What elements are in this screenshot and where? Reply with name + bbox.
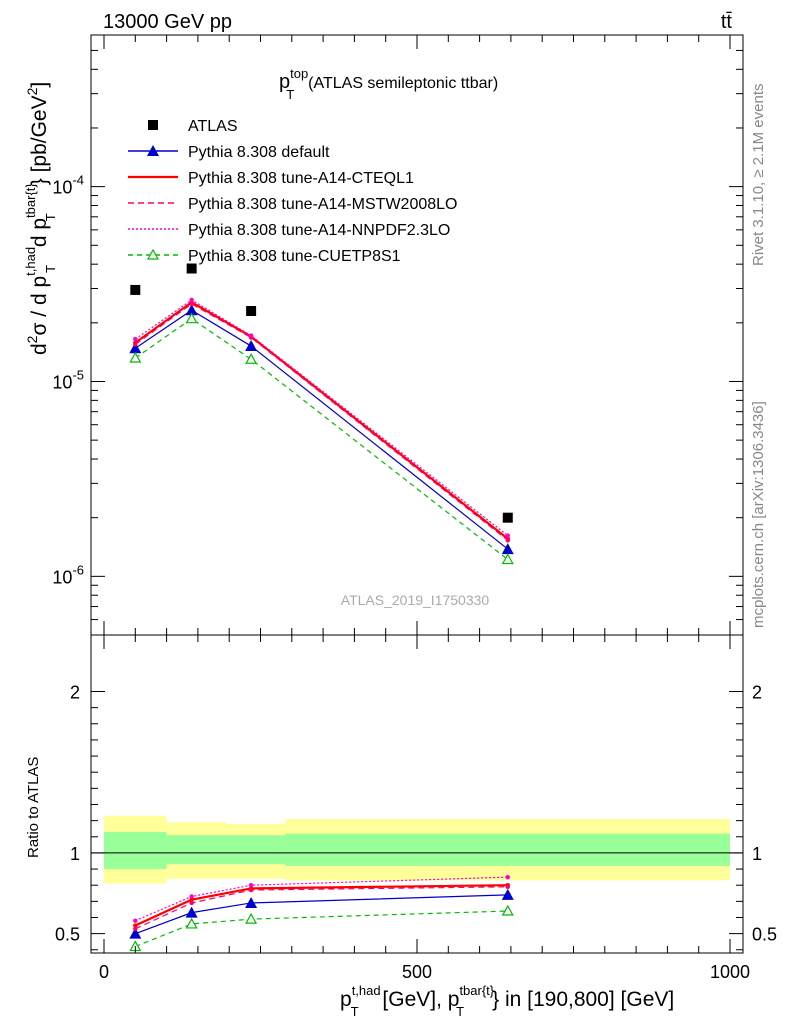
ratio-series-point bbox=[248, 887, 254, 893]
rivet-version-label: Rivet 3.1.10, ≥ 2.1M events bbox=[750, 84, 767, 267]
main-series-point bbox=[505, 538, 510, 543]
ratio-series-line bbox=[135, 894, 508, 935]
main-series-point bbox=[245, 353, 258, 364]
legend-label: ATLAS bbox=[188, 118, 238, 135]
ratio-y-tick-label: 1 bbox=[70, 844, 80, 864]
main-series-line bbox=[134, 300, 509, 540]
ratio-series-point bbox=[133, 926, 138, 931]
ratio-series-point bbox=[248, 883, 254, 888]
main-series-point bbox=[248, 333, 254, 338]
main-series-point bbox=[505, 533, 510, 538]
legend-label: Pythia 8.308 tune-A14-MSTW2008LO bbox=[188, 196, 457, 213]
main-series-point bbox=[501, 553, 514, 565]
main-series-point bbox=[185, 312, 198, 324]
ratio-series-point bbox=[501, 888, 514, 900]
ratio-series-point bbox=[189, 900, 194, 906]
legend-label: Pythia 8.308 tune-CUETP8S1 bbox=[188, 248, 401, 265]
main-series-line bbox=[134, 299, 509, 536]
ratio-y-axis-label: Ratio to ATLAS bbox=[25, 757, 42, 858]
main-series-point bbox=[245, 340, 258, 352]
main-y-tick-label: 10-6 bbox=[52, 562, 84, 587]
main-series-point bbox=[185, 304, 198, 316]
ratio-series-point bbox=[133, 923, 138, 928]
legend-label: Pythia 8.308 tune-A14-NNPDF2.3LO bbox=[188, 222, 450, 239]
ratio-y-tick-label-right: 1 bbox=[752, 844, 762, 864]
data-point bbox=[130, 284, 141, 295]
x-axis-label: pt,had T [GeV], ptbar{t} T} in [190,800] [… bbox=[340, 983, 674, 1019]
main-series-point bbox=[189, 301, 194, 307]
ratio-series-point bbox=[505, 874, 510, 880]
main-series-line bbox=[134, 317, 509, 560]
main-axis-ticks: 10-4 10-5 10-6 bbox=[52, 35, 743, 636]
header-process: 13000 GeV pp bbox=[103, 11, 232, 33]
main-y-axis-label: d2σ / d pt,had T d ptbar{t} T} [pb/GeV2] bbox=[23, 82, 58, 355]
main-y-tick-label: 10-5 bbox=[52, 367, 84, 392]
ratio-series-point bbox=[189, 897, 194, 902]
uncertainty-band-inner bbox=[166, 835, 227, 865]
panel-title: ptop T(ATLAS semileptonic ttbar) bbox=[279, 66, 498, 102]
legend-label: Pythia 8.308 tune-A14-CTEQL1 bbox=[188, 170, 414, 187]
x-tick-label: 0 bbox=[99, 962, 109, 982]
uncertainty-band-inner bbox=[104, 831, 167, 870]
legend-marker bbox=[148, 120, 158, 130]
main-plot-area bbox=[129, 263, 514, 565]
main-series-point bbox=[129, 351, 142, 363]
ratio-series-point bbox=[245, 912, 258, 924]
mcplots-label: mcplots.cern.ch [arXiv:1306.3436] bbox=[750, 401, 767, 628]
ratio-plot-frame bbox=[90, 634, 744, 954]
ratio-series-point bbox=[501, 904, 514, 916]
legend: ATLAS Pythia 8.308 default Pythia 8.308 tu… bbox=[128, 118, 457, 265]
data-point bbox=[246, 306, 257, 316]
ratio-series-point bbox=[133, 918, 138, 923]
ratio-series-line bbox=[134, 884, 508, 927]
data-point bbox=[186, 263, 197, 274]
ratio-y-tick-label: 2 bbox=[70, 682, 80, 702]
uncertainty-band-inner bbox=[285, 833, 730, 866]
x-tick-label: 1000 bbox=[710, 962, 750, 982]
main-series-point bbox=[189, 297, 194, 303]
ratio-series-point bbox=[185, 906, 198, 918]
ratio-series-point bbox=[189, 894, 194, 899]
legend-label: Pythia 8.308 default bbox=[188, 144, 330, 161]
header-final-state: tt̄ bbox=[721, 11, 733, 33]
main-series-line bbox=[134, 303, 509, 541]
ratio-series-point bbox=[129, 927, 142, 939]
legend-marker bbox=[146, 248, 160, 260]
main-series-point bbox=[501, 543, 514, 555]
main-series-point bbox=[129, 342, 142, 354]
main-series-point bbox=[133, 336, 138, 342]
main-series-point bbox=[133, 342, 138, 347]
main-series-line bbox=[134, 309, 509, 550]
ratio-y-tick-label: 0.5 bbox=[55, 925, 80, 945]
uncertainty-band-inner bbox=[226, 835, 286, 865]
ratio-series-line bbox=[135, 910, 508, 948]
ratio-series-point bbox=[505, 884, 510, 890]
ratio-plot-area bbox=[91, 815, 743, 952]
ratio-series-point bbox=[245, 896, 258, 908]
legend-marker bbox=[147, 145, 159, 156]
ratio-y-tick-label-right: 0.5 bbox=[752, 925, 777, 945]
x-tick-label: 500 bbox=[402, 962, 432, 982]
analysis-watermark: ATLAS_2019_I1750330 bbox=[341, 592, 490, 608]
ratio-series-point bbox=[185, 917, 198, 929]
ratio-y-tick-label-right: 2 bbox=[752, 682, 762, 702]
ratio-series-line bbox=[135, 886, 508, 930]
ratio-axis-ticks: 0.5 0.5 1 1 2 2 0 500 1000 bbox=[55, 635, 777, 982]
data-point bbox=[502, 512, 513, 523]
main-y-tick-label: 10-4 bbox=[52, 173, 84, 198]
